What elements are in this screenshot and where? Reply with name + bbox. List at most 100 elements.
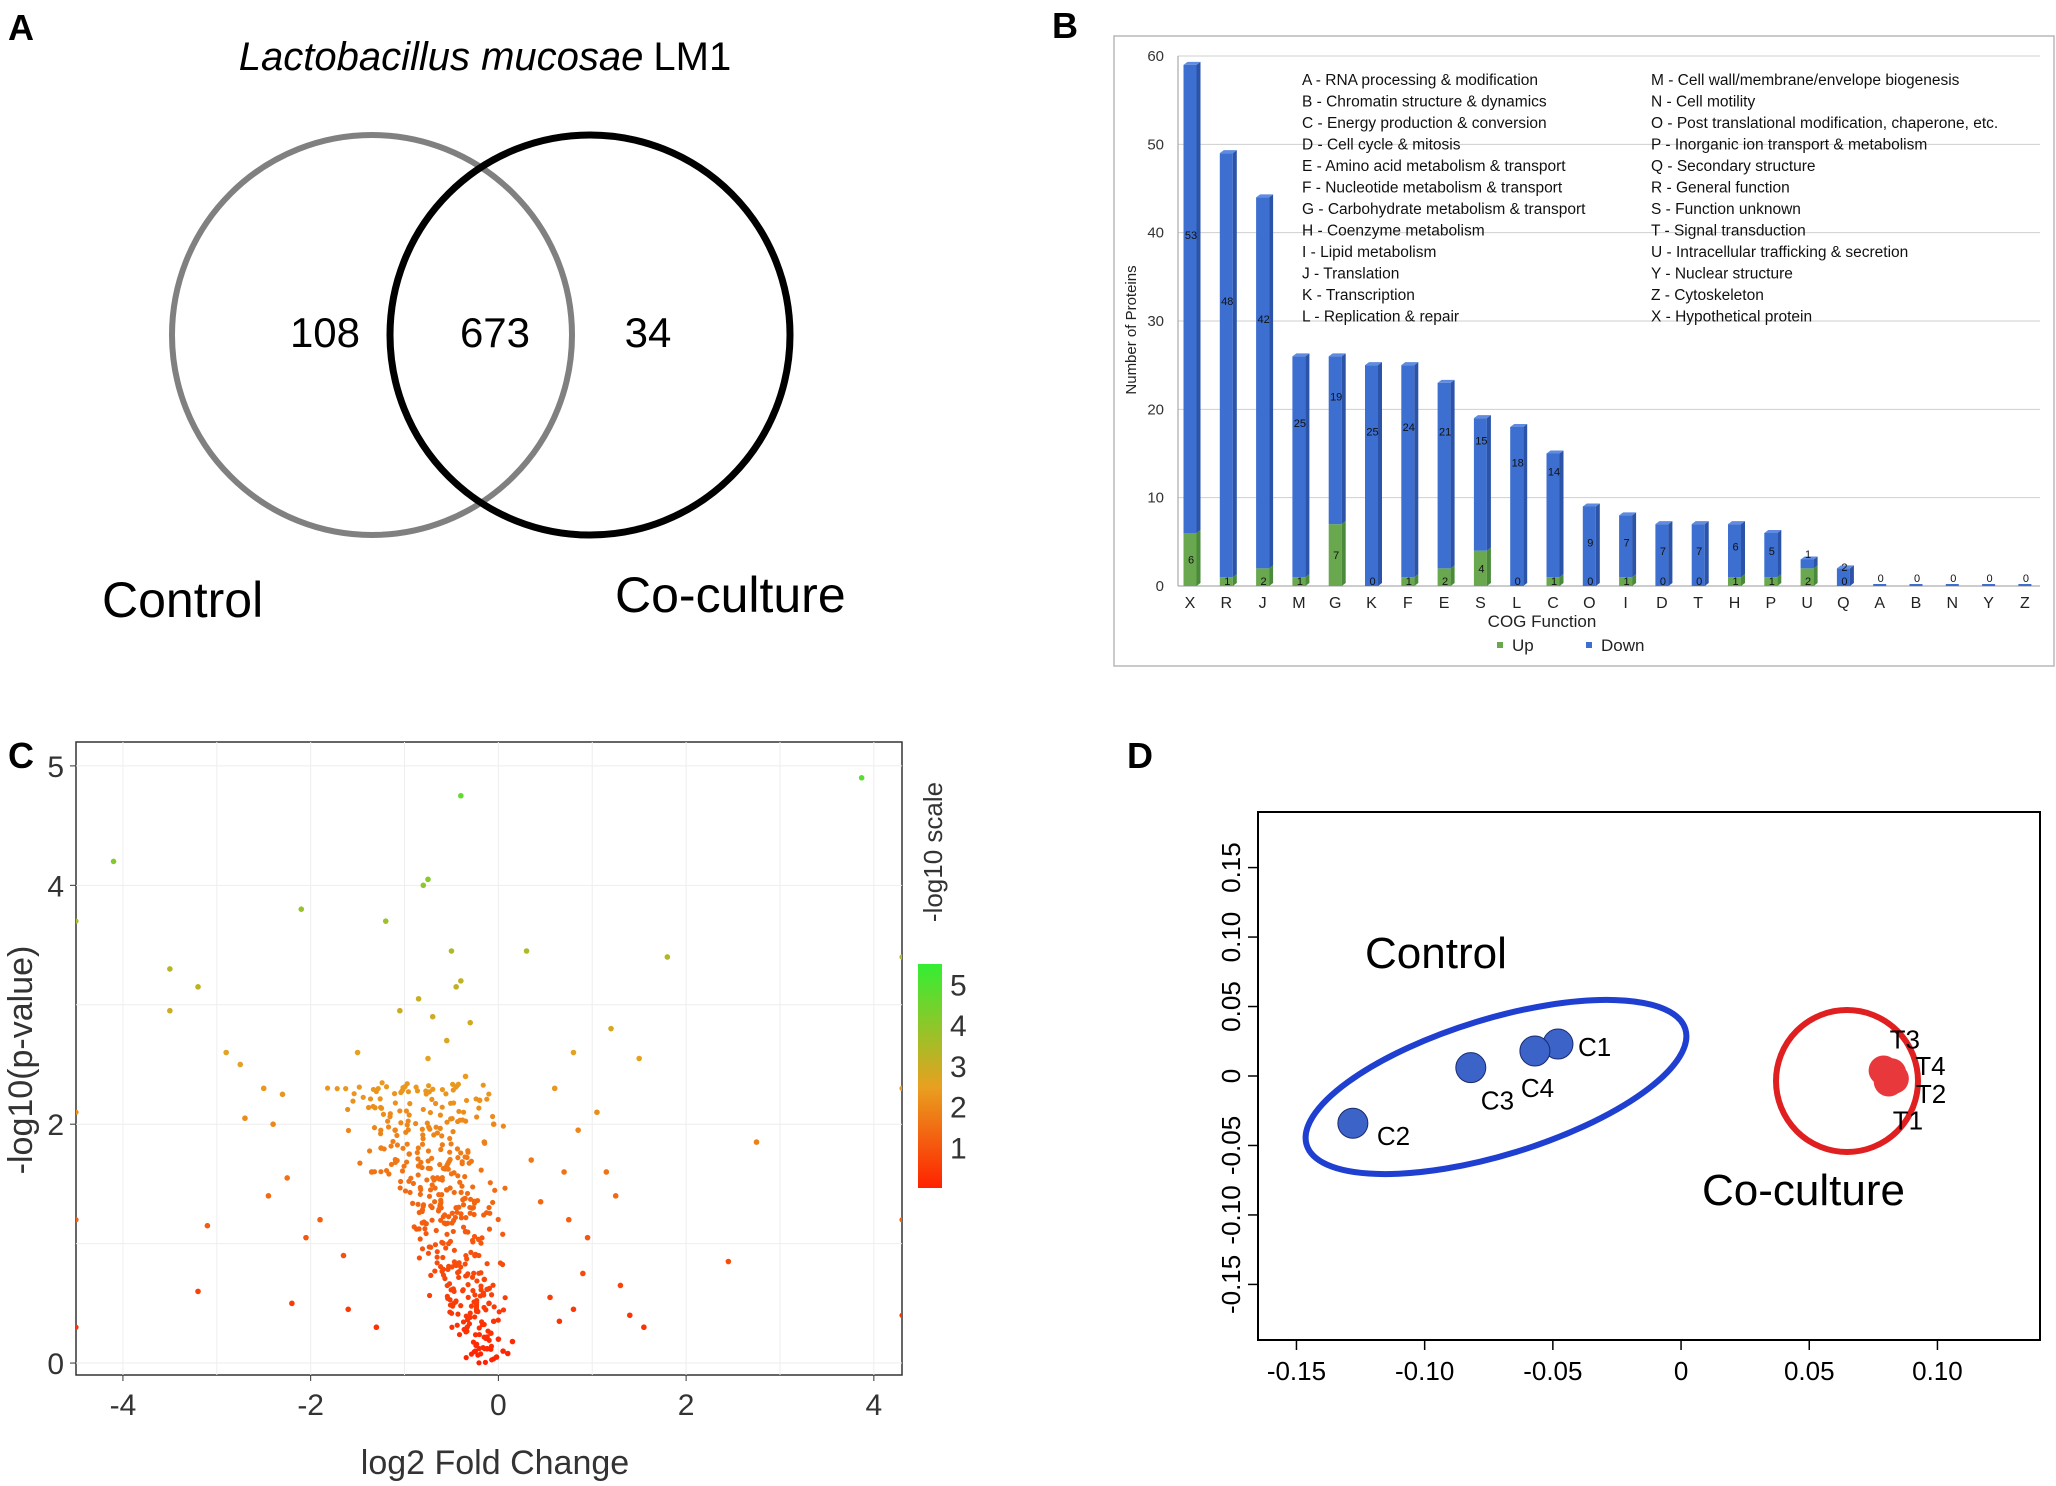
- volcano-point: [437, 1112, 444, 1118]
- pca-y-tick-label: -0.10: [1216, 1185, 1246, 1244]
- volcano-point: [456, 1331, 463, 1338]
- cog-bar-label-down: 25: [1366, 427, 1378, 439]
- cog-x-tick-label: H: [1729, 595, 1741, 612]
- cog-x-tick-label: A: [1874, 595, 1885, 612]
- volcano-point: [429, 1217, 435, 1223]
- venn-title-organism: Lactobacillus mucosae: [239, 35, 644, 79]
- cog-bar-down-side: [1559, 450, 1564, 578]
- volcano-point: [460, 1319, 467, 1325]
- volcano-point: [570, 1049, 577, 1056]
- cog-bar-down-side: [1486, 415, 1491, 551]
- venn-label-control: Control: [102, 572, 263, 628]
- volcano-point: [471, 1270, 477, 1276]
- volcano-point: [450, 1100, 457, 1106]
- volcano-colorbar-tick-label: 5: [950, 969, 967, 1002]
- pca-x-tick-label: -0.10: [1395, 1356, 1454, 1386]
- volcano-point: [386, 1171, 392, 1177]
- volcano-point: [420, 1136, 426, 1142]
- cog-bar-down-side: [1595, 503, 1600, 586]
- cog-key-left-item: A - RNA processing & modification: [1302, 72, 1538, 89]
- volcano-point: [523, 948, 530, 954]
- cog-bar-down: [1292, 356, 1306, 578]
- cog-bar-top: [1183, 61, 1201, 65]
- cog-bar-label-down: 19: [1330, 391, 1342, 403]
- volcano-point: [460, 1202, 467, 1208]
- volcano-point: [547, 1294, 553, 1301]
- volcano-point: [481, 1276, 488, 1283]
- cog-bar-top: [1473, 415, 1491, 419]
- volcano-point: [404, 1141, 410, 1147]
- volcano-point: [486, 1091, 492, 1097]
- cog-bar-up: [1437, 568, 1451, 586]
- volcano-point: [427, 1165, 433, 1172]
- volcano-point: [385, 1118, 391, 1124]
- volcano-point: [429, 1096, 435, 1103]
- volcano-point: [404, 1159, 410, 1165]
- volcano-point: [445, 1241, 452, 1247]
- venn-title: Lactobacillus mucosae LM1: [239, 35, 731, 79]
- volcano-point: [76, 1217, 79, 1223]
- volcano-point: [448, 1171, 455, 1177]
- cog-bar-down-side: [1232, 150, 1237, 578]
- volcano-point: [415, 1145, 421, 1151]
- volcano-point: [372, 1105, 378, 1111]
- volcano-point: [392, 1100, 398, 1106]
- cog-bar-label-up: 2: [1805, 576, 1811, 588]
- volcano-point: [419, 1220, 425, 1226]
- cog-bar-label-down: 25: [1294, 418, 1306, 430]
- volcano-point: [490, 1318, 497, 1325]
- cog-bar-up-side: [1269, 565, 1274, 586]
- cog-bar-down: [1473, 418, 1487, 551]
- volcano-point: [417, 1191, 423, 1197]
- volcano-point: [415, 1172, 421, 1178]
- volcano-point: [439, 1175, 445, 1181]
- volcano-point: [476, 1252, 482, 1259]
- cog-bar-down-side: [1632, 512, 1637, 578]
- volcano-point: [434, 1175, 441, 1181]
- volcano-point: [420, 882, 427, 889]
- volcano-point: [444, 1231, 450, 1237]
- volcano-point: [468, 1303, 475, 1309]
- volcano-point: [403, 1108, 409, 1114]
- venn-diagram: Lactobacillus mucosae LM1 108 673 34 Cont…: [102, 35, 846, 628]
- cog-bar-down: [1582, 506, 1596, 586]
- volcano-point: [486, 1226, 493, 1232]
- cog-bar-down-side: [1269, 194, 1274, 569]
- volcano-point: [490, 1199, 496, 1206]
- cog-key-left-item: J - Translation: [1302, 266, 1399, 283]
- volcano-y-tick-label: 5: [47, 751, 64, 784]
- cog-bar-down: [1836, 568, 1850, 586]
- volcano-point: [429, 1013, 436, 1020]
- cog-bar-label-down: 5: [1769, 546, 1775, 558]
- volcano-point: [551, 1085, 558, 1092]
- volcano-point: [428, 1272, 434, 1278]
- pca-group-label-coculture: Co-culture: [1702, 1166, 1905, 1215]
- cog-key-right-item: N - Cell motility: [1651, 94, 1755, 111]
- cog-x-tick-label: Y: [1983, 595, 1994, 612]
- volcano-axis-ticks: -4 -2 0 2 4 0 2 4 5: [47, 751, 882, 1422]
- volcano-point: [664, 954, 671, 960]
- cog-key-right-item: U - Intracellular trafficking & secretio…: [1651, 244, 1908, 261]
- cog-bar-top: [1256, 194, 1274, 198]
- cog-bar-up: [1256, 568, 1270, 586]
- volcano-point: [426, 1244, 432, 1250]
- cog-bar-empty: [2018, 584, 2032, 586]
- volcano-point: [391, 1091, 398, 1097]
- cog-bar-label-up: 2: [1442, 576, 1448, 588]
- volcano-point: [476, 1331, 482, 1338]
- cog-bar-label-up: 0: [1696, 576, 1702, 588]
- cog-bar-label-up: 1: [1297, 576, 1303, 588]
- volcano-point: [468, 1249, 474, 1256]
- volcano-y-tick-label: 0: [47, 1348, 64, 1381]
- volcano-point: [415, 1201, 421, 1207]
- cog-bar-up-side: [1486, 547, 1491, 586]
- cog-bar-down: [1655, 524, 1669, 586]
- volcano-point: [419, 1141, 426, 1147]
- cog-bar-down-side: [1741, 521, 1745, 578]
- volcano-point: [317, 1216, 323, 1223]
- volcano-point: [416, 1209, 422, 1216]
- volcano-point: [426, 1193, 433, 1199]
- cog-bar-label-up: 1: [1551, 576, 1557, 588]
- cog-x-tick-label: E: [1439, 595, 1450, 612]
